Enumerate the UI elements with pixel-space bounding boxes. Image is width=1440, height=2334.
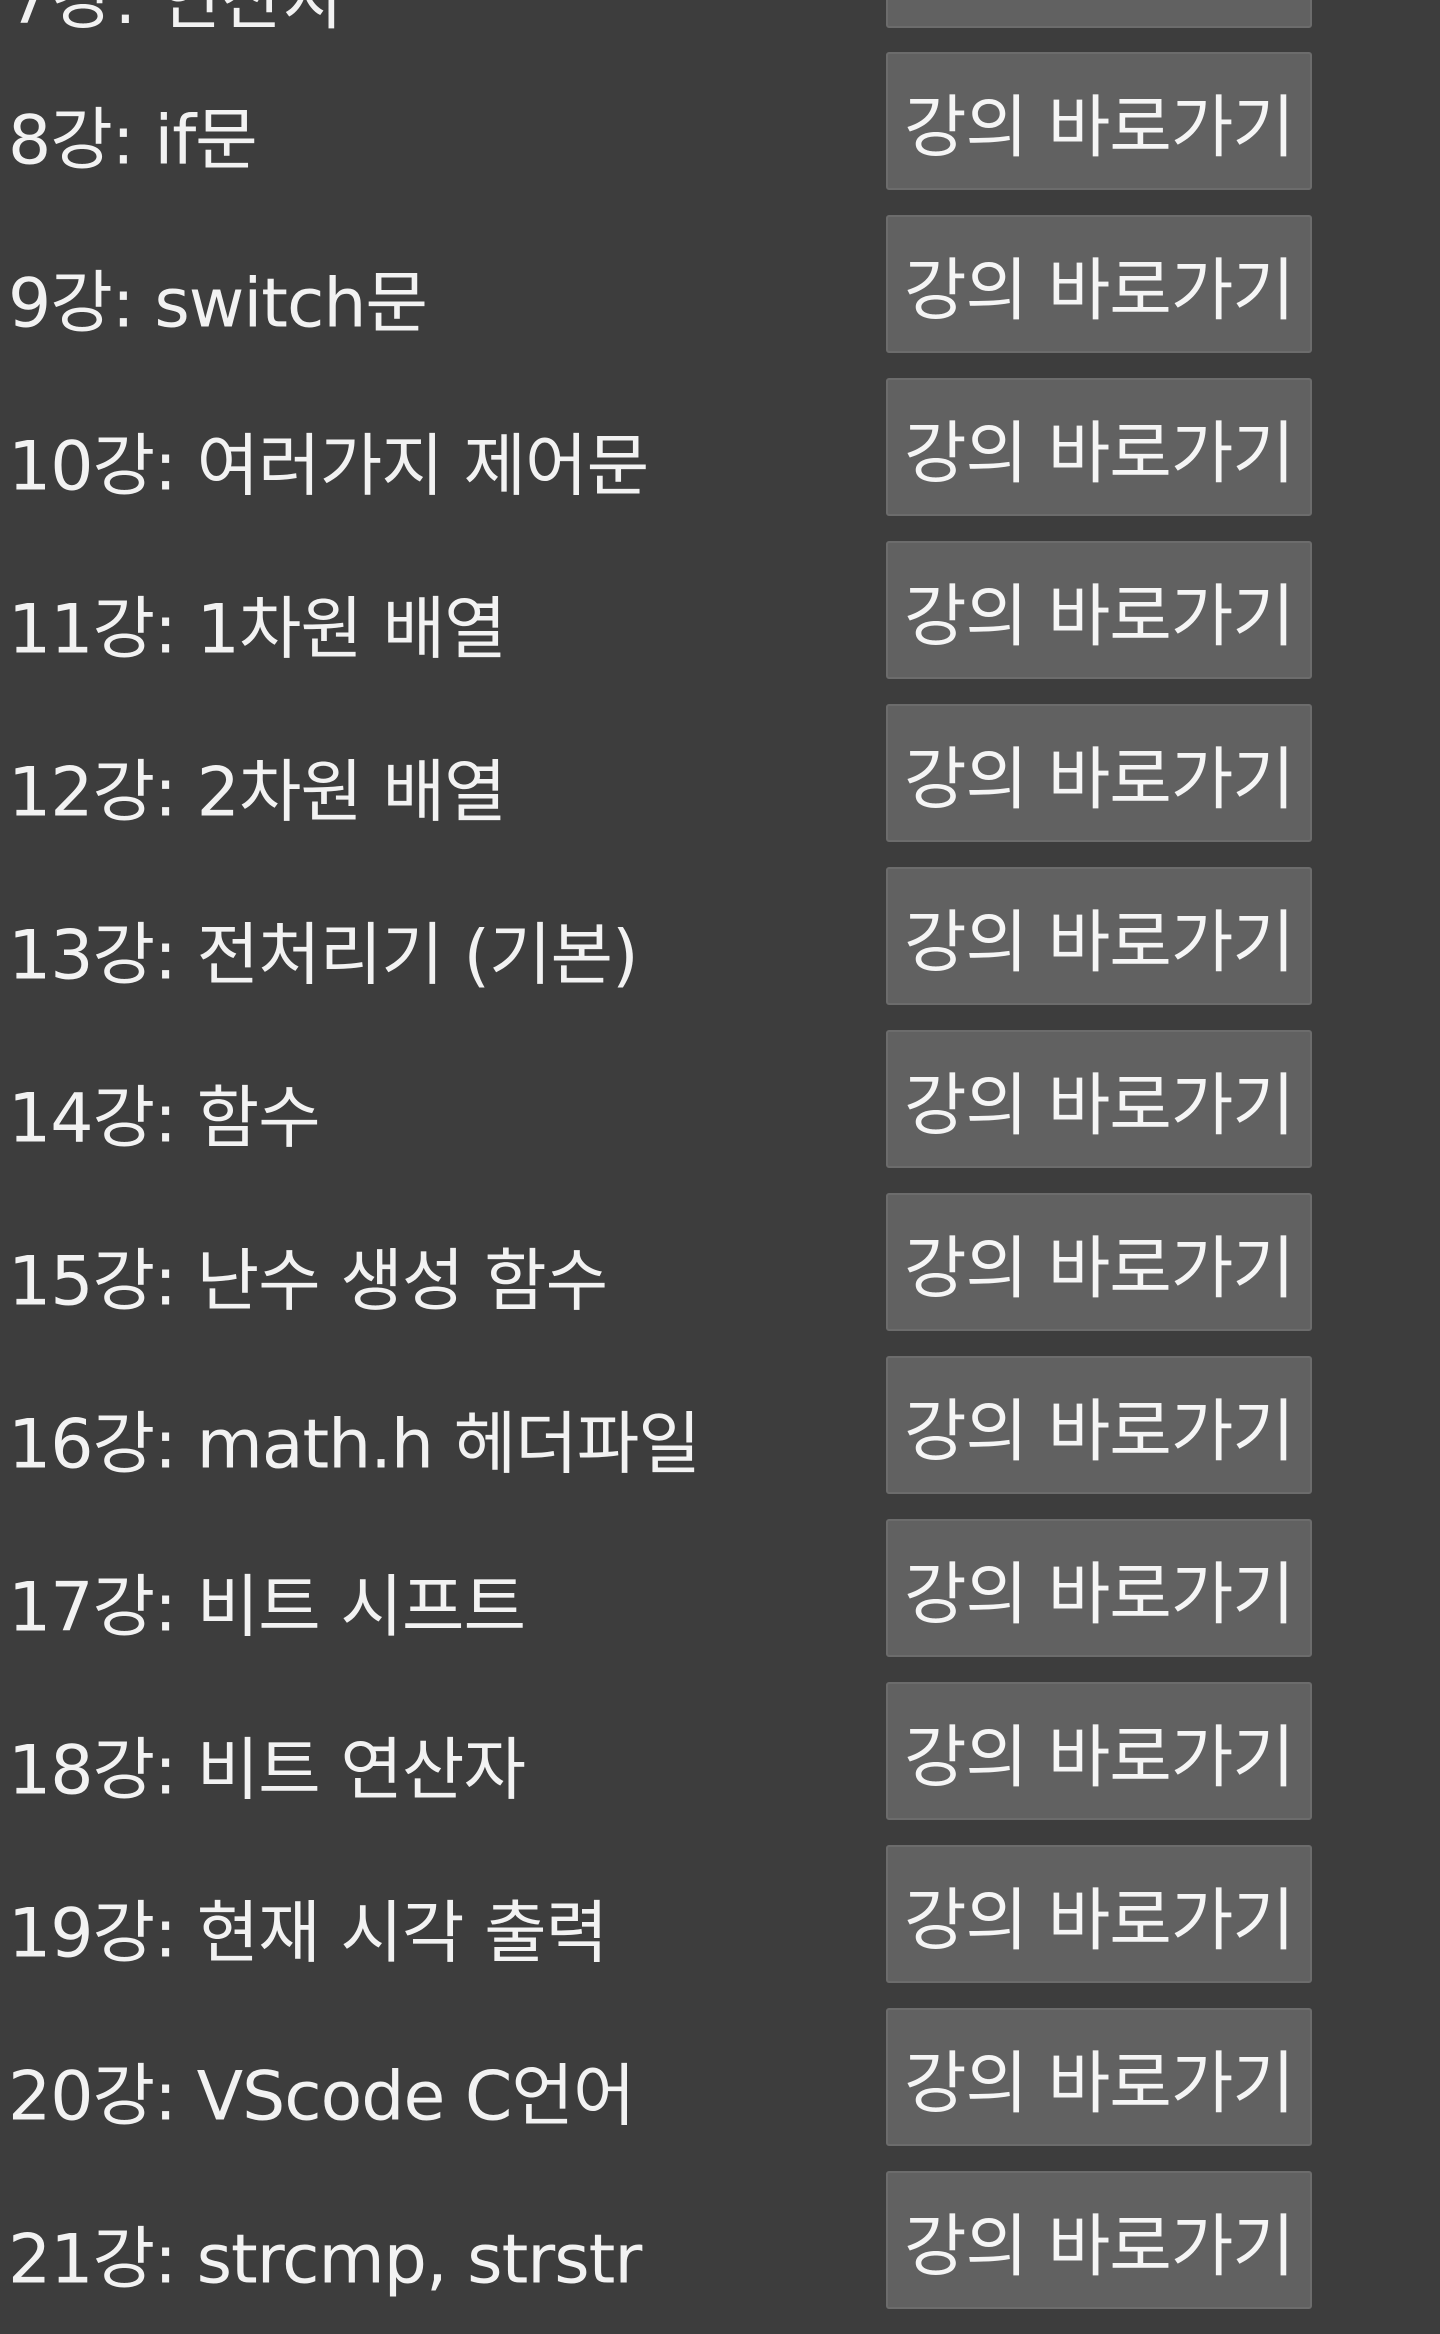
lecture-row: 11강: 1차원 배열 강의 바로가기 xyxy=(0,541,1440,704)
go-to-lecture-button[interactable]: 강의 바로가기 xyxy=(886,378,1312,516)
lecture-title: 17강: 비트 시프트 xyxy=(8,1568,526,1647)
lecture-title: 13강: 전처리기 (기본) xyxy=(8,916,639,995)
lecture-row: 12강: 2차원 배열 강의 바로가기 xyxy=(0,704,1440,867)
lecture-title: 14강: 함수 xyxy=(8,1079,321,1158)
lecture-row: 16강: math.h 헤더파일 강의 바로가기 xyxy=(0,1356,1440,1519)
lecture-title: 10강: 여러가지 제어문 xyxy=(8,427,649,506)
lecture-title: 12강: 2차원 배열 xyxy=(8,753,507,832)
go-to-lecture-button[interactable]: 강의 바로가기 xyxy=(886,704,1312,842)
lecture-title: 20강: VScode C언어 xyxy=(8,2057,636,2136)
go-to-lecture-button[interactable]: 강의 바로가기 xyxy=(886,2008,1312,2146)
go-to-lecture-button[interactable]: 강의 바로가기 xyxy=(886,52,1312,190)
go-to-lecture-button[interactable]: 강의 바로가기 xyxy=(886,867,1312,1005)
go-to-lecture-button[interactable]: 강의 바로가기 xyxy=(886,215,1312,353)
go-to-lecture-button[interactable]: 강의 바로가기 xyxy=(886,541,1312,679)
lecture-title: 18강: 비트 연산자 xyxy=(8,1731,526,1810)
lecture-title: 11강: 1차원 배열 xyxy=(8,590,507,669)
lecture-title: 15강: 난수 생성 함수 xyxy=(8,1242,608,1321)
go-to-lecture-button[interactable]: 강의 바로가기 xyxy=(886,1193,1312,1331)
go-to-lecture-button[interactable]: 강의 바로가기 xyxy=(886,2171,1312,2309)
lecture-row: 19강: 현재 시각 출력 강의 바로가기 xyxy=(0,1845,1440,2008)
go-to-lecture-button[interactable]: 강의 바로가기 xyxy=(886,1682,1312,1820)
go-to-lecture-button-partial[interactable] xyxy=(886,0,1312,28)
lecture-row: 13강: 전처리기 (기본) 강의 바로가기 xyxy=(0,867,1440,1030)
go-to-lecture-button[interactable]: 강의 바로가기 xyxy=(886,1845,1312,1983)
lecture-title: 19강: 현재 시각 출력 xyxy=(8,1894,608,1973)
lecture-row: 10강: 여러가지 제어문 강의 바로가기 xyxy=(0,378,1440,541)
lecture-row: 20강: VScode C언어 강의 바로가기 xyxy=(0,2008,1440,2171)
lecture-row: 18강: 비트 연산자 강의 바로가기 xyxy=(0,1682,1440,1845)
lecture-title: 16강: math.h 헤더파일 xyxy=(8,1405,701,1484)
go-to-lecture-button[interactable]: 강의 바로가기 xyxy=(886,1356,1312,1494)
lecture-title: 9강: switch문 xyxy=(8,264,428,343)
lecture-title-partial: 7강: 연산자 xyxy=(8,0,347,40)
lecture-row: 14강: 함수 강의 바로가기 xyxy=(0,1030,1440,1193)
go-to-lecture-button[interactable]: 강의 바로가기 xyxy=(886,1030,1312,1168)
lecture-title: 21강: strcmp, strstr xyxy=(8,2220,642,2299)
lecture-row: 15강: 난수 생성 함수 강의 바로가기 xyxy=(0,1193,1440,1356)
lecture-row: 21강: strcmp, strstr 강의 바로가기 xyxy=(0,2171,1440,2334)
lecture-title: 8강: if문 xyxy=(8,101,258,180)
lecture-row: 17강: 비트 시프트 강의 바로가기 xyxy=(0,1519,1440,1682)
lecture-row: 8강: if문 강의 바로가기 xyxy=(0,52,1440,215)
go-to-lecture-button[interactable]: 강의 바로가기 xyxy=(886,1519,1312,1657)
lecture-row: 9강: switch문 강의 바로가기 xyxy=(0,215,1440,378)
